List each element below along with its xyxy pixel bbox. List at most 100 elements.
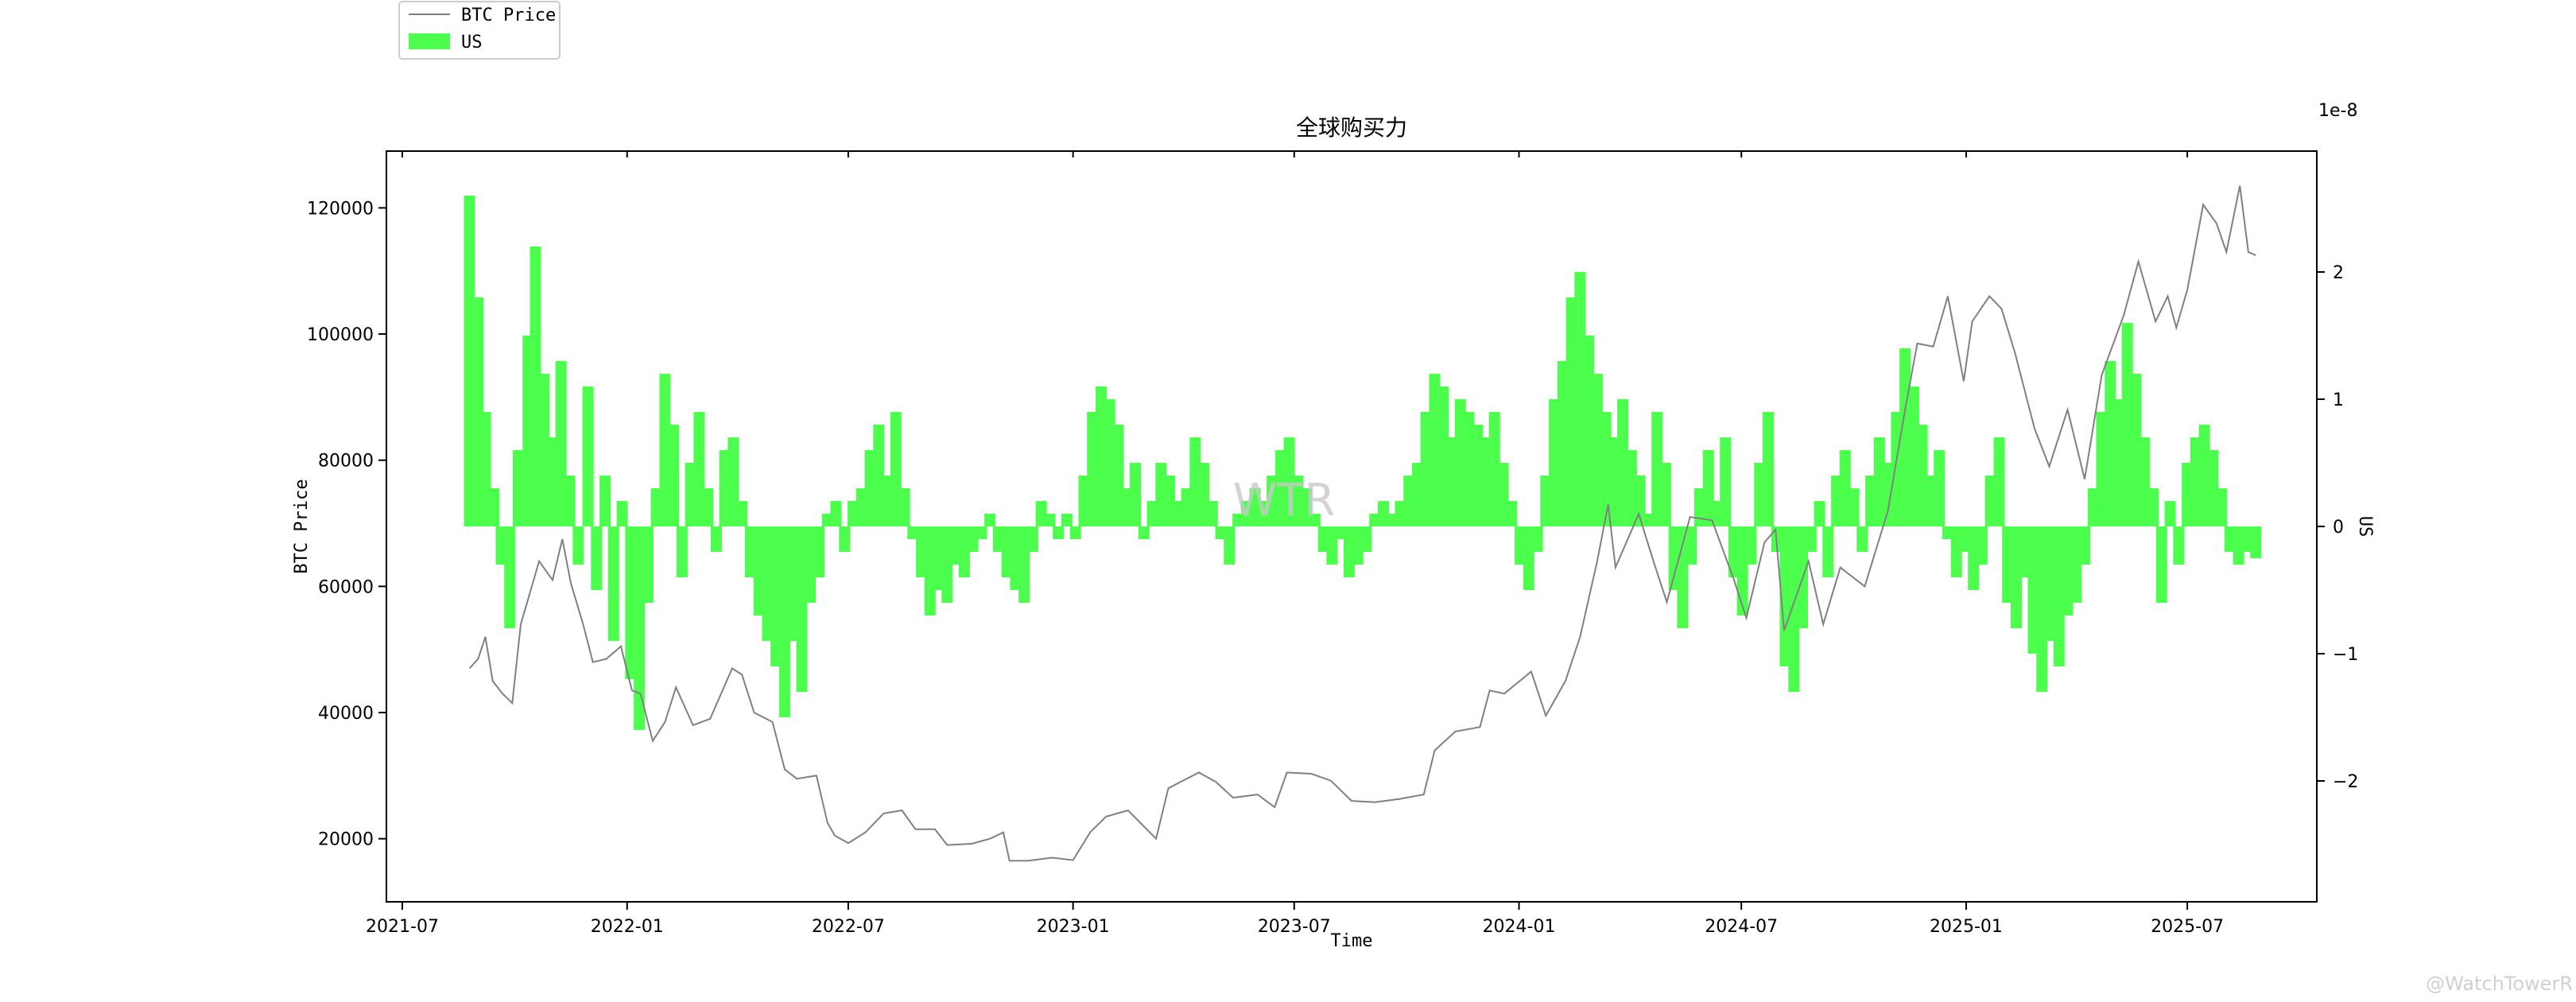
us-bar	[1506, 501, 1518, 526]
us-bar	[848, 501, 859, 526]
us-bar	[1728, 526, 1740, 577]
right-axis-offset-label: 1e-8	[2318, 101, 2357, 121]
watermark: WTR	[1233, 475, 1336, 526]
us-bar	[1206, 501, 1218, 526]
us-bar	[1711, 501, 1723, 526]
us-bar	[1053, 526, 1065, 539]
us-bar	[668, 425, 680, 526]
x-tick-label: 2024-01	[1483, 917, 1556, 937]
us-bar	[2130, 374, 2142, 526]
us-bar	[1659, 463, 1671, 526]
us-bar	[1104, 399, 1115, 526]
us-bar	[2053, 526, 2065, 666]
us-bar	[1412, 463, 1423, 526]
us-bar	[1523, 526, 1534, 590]
us-bar	[530, 247, 541, 526]
us-bar	[591, 526, 603, 590]
us-bar	[719, 450, 731, 526]
us-bar	[1454, 399, 1466, 526]
us-bar	[1360, 526, 1372, 552]
us-bar	[1583, 336, 1595, 526]
us-bar	[1010, 526, 1022, 590]
us-bar	[1155, 463, 1167, 526]
us-bar	[1763, 412, 1774, 526]
us-bar	[1352, 526, 1364, 565]
x-tick-label: 2025-07	[2151, 917, 2224, 937]
us-bar	[958, 526, 970, 577]
us-bar	[1078, 476, 1090, 526]
us-bar	[727, 437, 739, 526]
x-axis: 2021-07 2022-01 2022-07 2023-01 2023-07 2024-…	[366, 151, 2224, 937]
x-tick-label: 2024-07	[1705, 917, 1778, 937]
x-tick-label: 2025-01	[1930, 917, 2003, 937]
us-bar	[933, 526, 945, 590]
left-y-axis: 20000 40000 60000 80000 100000 120000	[307, 199, 386, 850]
us-bar	[2019, 526, 2031, 577]
us-bar	[1907, 386, 1919, 526]
legend: BTC Price US	[398, 1, 561, 60]
us-bar	[941, 526, 953, 603]
us-bar	[1643, 514, 1655, 526]
us-bar	[2224, 526, 2236, 552]
us-bar	[1882, 463, 1894, 526]
us-bar	[2070, 526, 2082, 603]
left-y-tick-label: 80000	[318, 452, 374, 472]
us-bar	[2113, 399, 2125, 526]
us-bar	[607, 526, 619, 641]
us-bar	[710, 526, 722, 552]
us-bar	[564, 476, 576, 526]
right-y-tick-label: 1	[2333, 390, 2344, 410]
us-bar	[1018, 526, 1030, 603]
us-bar	[1472, 425, 1484, 526]
us-bar	[1873, 437, 1885, 526]
x-tick-label: 2022-07	[812, 917, 885, 937]
us-bar	[882, 476, 894, 526]
us-bar	[650, 488, 662, 526]
us-bar	[1591, 374, 1603, 526]
us-bar	[1814, 501, 1825, 526]
us-bar	[770, 526, 782, 666]
us-bar	[1942, 526, 1953, 539]
legend-label-us: US	[461, 33, 483, 52]
us-bar	[2105, 361, 2116, 526]
x-tick-label: 2022-01	[591, 917, 664, 937]
us-bar	[702, 488, 714, 526]
us-bar	[907, 526, 919, 539]
us-bar	[950, 526, 962, 565]
us-bar	[1292, 476, 1304, 526]
us-bar	[1198, 463, 1210, 526]
us-bar	[1754, 463, 1766, 526]
us-bar	[1420, 412, 1432, 526]
us-bar	[967, 526, 979, 552]
us-bar	[1702, 450, 1714, 526]
us-bar	[495, 526, 507, 565]
us-bar	[1378, 501, 1389, 526]
us-bar	[2121, 323, 2133, 526]
us-bar	[821, 514, 833, 526]
us-bar	[1386, 514, 1398, 526]
legend-label-btc-price: BTC Price	[461, 6, 556, 25]
us-bar	[2011, 526, 2022, 628]
us-bar	[572, 526, 584, 565]
us-bar	[1984, 476, 1996, 526]
us-bar	[488, 488, 500, 526]
legend-bar-swatch	[409, 33, 450, 49]
us-bar	[625, 526, 637, 679]
us-bar	[1488, 412, 1500, 526]
us-bar	[1959, 526, 1971, 552]
plot-area: WTR	[464, 185, 2262, 862]
right-y-tick-label: 2	[2333, 263, 2344, 283]
us-bar	[1395, 501, 1406, 526]
us-bar	[1625, 450, 1637, 526]
us-bar	[1463, 412, 1475, 526]
us-bar	[1668, 526, 1680, 590]
us-bar	[984, 514, 996, 526]
us-bar	[1686, 526, 1697, 565]
us-bar	[1317, 526, 1329, 552]
x-tick-label: 2023-07	[1258, 917, 1331, 937]
us-bar	[2147, 488, 2159, 526]
us-bar	[1976, 526, 1988, 565]
us-bar	[504, 526, 516, 628]
us-bar	[1446, 437, 1457, 526]
us-bar	[1497, 463, 1509, 526]
